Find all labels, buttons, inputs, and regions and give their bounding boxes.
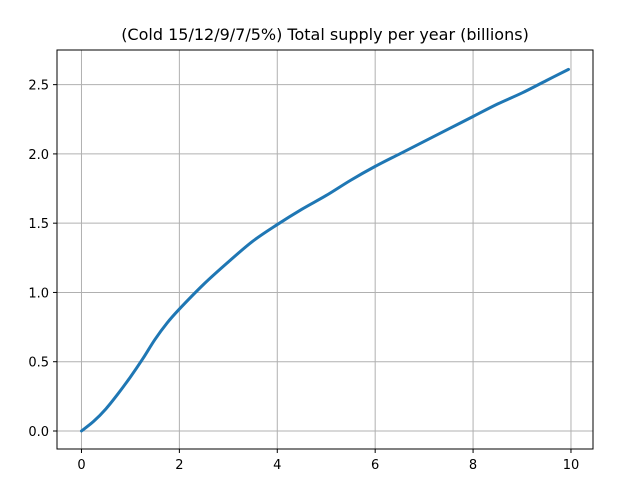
y-tick-label: 0.5: [28, 356, 49, 371]
x-tick-label: 0: [77, 458, 85, 473]
y-tick-label: 0.0: [28, 425, 49, 440]
y-tick-label: 2.0: [28, 148, 49, 163]
chart-title: (Cold 15/12/9/7/5%) Total supply per yea…: [121, 25, 529, 44]
y-tick-label: 1.0: [28, 286, 49, 301]
x-tick-label: 2: [175, 458, 183, 473]
x-axis: 0 2 4 6 8 10: [77, 449, 579, 473]
x-tick-label: 4: [273, 458, 281, 473]
grid-lines: [57, 50, 593, 449]
y-axis: 0.0 0.5 1.0 1.5 2.0 2.5: [28, 79, 57, 440]
x-tick-label: 6: [371, 458, 379, 473]
series-line: [79, 67, 571, 433]
y-tick-label: 2.5: [28, 79, 49, 94]
series-layer: [79, 67, 571, 433]
plot-frame: [56, 49, 594, 450]
y-tick-label: 1.5: [28, 217, 49, 232]
x-tick-label: 8: [469, 458, 477, 473]
x-tick-label: 10: [563, 458, 580, 473]
